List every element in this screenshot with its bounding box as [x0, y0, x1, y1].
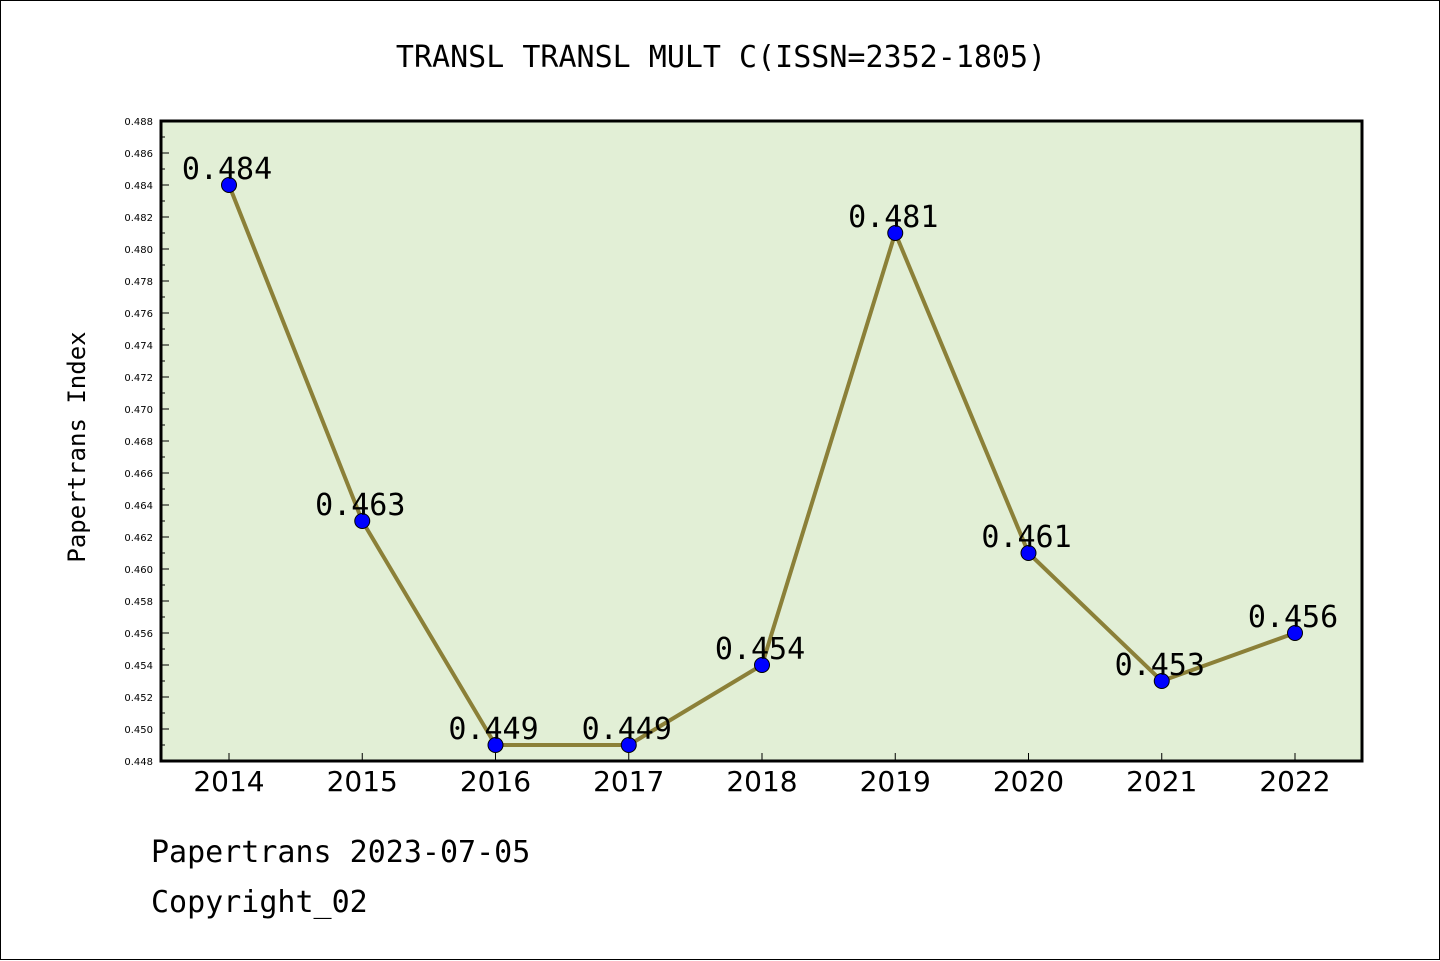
x-tick-label: 2018	[726, 765, 797, 798]
footer-date: Papertrans 2023-07-05	[151, 835, 531, 870]
data-label: 0.449	[448, 712, 538, 747]
y-tick-label: 0.478	[124, 277, 153, 288]
data-point	[487, 737, 504, 753]
x-tick-label: 2022	[1259, 765, 1330, 798]
y-tick-label: 0.472	[124, 373, 153, 384]
y-tick-label: 0.450	[124, 725, 153, 736]
data-point	[1020, 545, 1037, 561]
data-point	[1287, 625, 1303, 641]
x-axis-ticks: 2014 2015 2016 2017 2018 2019 2020 2021 2022	[193, 753, 1331, 798]
data-point	[354, 513, 371, 529]
x-tick-label: 2015	[327, 765, 398, 798]
chart-title: TRANSL TRANSL MULT C(ISSN=2352-1805)	[396, 40, 1046, 75]
x-tick-label: 2017	[593, 765, 664, 798]
y-tick-label: 0.480	[124, 245, 153, 256]
x-tick-label: 2019	[860, 765, 931, 798]
data-label: 0.454	[715, 632, 805, 667]
x-tick-label: 2020	[993, 765, 1064, 798]
y-tick-label: 0.488	[124, 117, 153, 128]
data-point	[887, 225, 904, 241]
plot-area	[159, 119, 1364, 763]
y-tick-label: 0.458	[124, 597, 153, 608]
data-label: 0.456	[1248, 600, 1338, 635]
data-point	[754, 657, 770, 673]
data-point	[221, 177, 237, 193]
y-tick-label: 0.456	[124, 629, 153, 640]
y-tick-label: 0.448	[124, 757, 153, 768]
y-tick-label: 0.486	[124, 149, 153, 160]
data-point	[620, 737, 637, 753]
data-label: 0.449	[582, 712, 672, 747]
y-axis-label: Papertrans Index	[63, 331, 91, 562]
y-tick-label: 0.482	[124, 213, 153, 224]
x-tick-label: 2016	[460, 765, 531, 798]
y-tick-label: 0.466	[124, 469, 153, 480]
data-label: 0.481	[848, 200, 938, 235]
data-label: 0.484	[182, 152, 272, 187]
y-tick-label: 0.460	[124, 565, 153, 576]
y-tick-label: 0.484	[124, 181, 153, 192]
y-tick-label: 0.452	[124, 693, 153, 704]
y-tick-label: 0.474	[124, 341, 153, 352]
footer-copyright: Copyright_02	[151, 885, 368, 920]
x-tick-label: 2021	[1126, 765, 1197, 798]
y-tick-label: 0.464	[124, 501, 153, 512]
x-tick-label: 2014	[193, 765, 264, 798]
y-tick-label: 0.476	[124, 309, 153, 320]
y-tick-label: 0.468	[124, 437, 153, 448]
data-labels-layer: 0.484 0.463 0.449 0.449 0.454 0.481 0.461 0.453…	[182, 152, 1338, 747]
data-label: 0.461	[981, 520, 1071, 555]
data-label: 0.463	[315, 488, 405, 523]
y-tick-label: 0.454	[124, 661, 153, 672]
data-point	[1153, 673, 1170, 689]
y-axis-ticks: 0.448 0.450 0.452 0.454 0.456 0.458 0.460 0.462…	[124, 117, 169, 768]
y-tick-label: 0.462	[124, 533, 153, 544]
y-tick-label: 0.470	[124, 405, 153, 416]
data-label: 0.453	[1115, 648, 1205, 683]
series-layer	[221, 177, 1303, 753]
